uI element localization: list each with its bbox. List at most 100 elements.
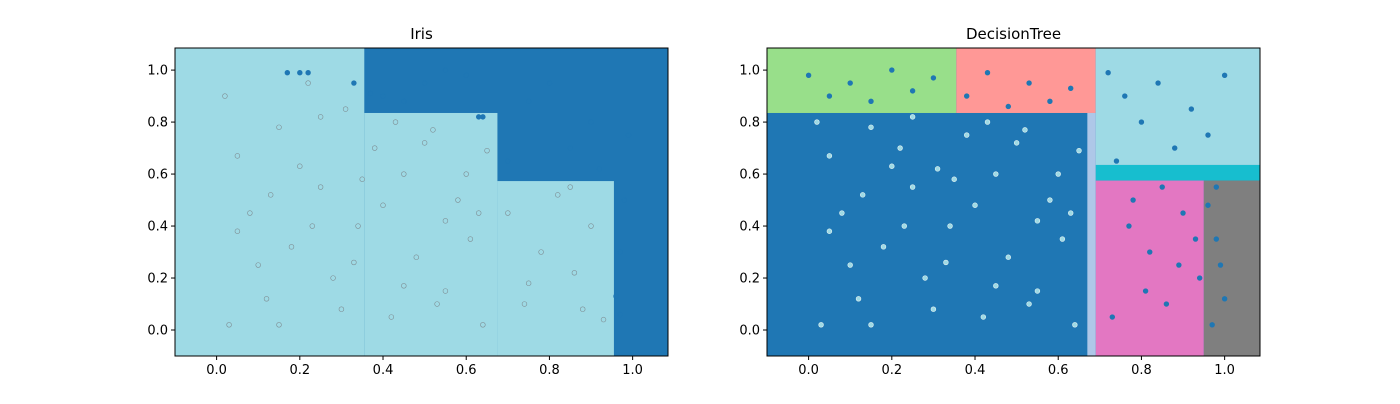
decision-region: [1095, 180, 1204, 356]
point: [234, 153, 241, 159]
y-tick-label: 1.0: [147, 64, 168, 79]
point: [1147, 249, 1153, 255]
point: [1176, 262, 1182, 268]
point: [1213, 184, 1220, 190]
point: [442, 218, 449, 224]
point: [525, 280, 532, 286]
decision-region: [364, 112, 498, 356]
point: [1205, 132, 1211, 138]
point: [222, 93, 228, 99]
point: [317, 114, 324, 120]
y-tick-label: 0.4: [739, 220, 760, 235]
x-tick-label: 0.6: [456, 363, 477, 378]
point: [984, 69, 991, 76]
y-tick-label: 0.0: [147, 324, 168, 339]
point: [421, 140, 428, 146]
y-tick-label: 0.6: [739, 168, 760, 183]
point: [1126, 223, 1132, 229]
point: [805, 72, 812, 78]
decision-region: [1095, 164, 1260, 181]
point: [297, 69, 303, 76]
point: [255, 262, 261, 268]
point: [1155, 80, 1161, 86]
point: [818, 322, 824, 328]
point: [984, 119, 991, 125]
point: [401, 283, 407, 289]
point: [484, 147, 490, 154]
point: [889, 163, 895, 169]
point: [1196, 275, 1203, 281]
point: [330, 275, 336, 281]
point: [434, 301, 440, 307]
axes-frame: [766, 47, 1261, 357]
point: [859, 192, 866, 198]
point: [826, 228, 833, 234]
point: [442, 288, 449, 294]
point: [868, 124, 874, 130]
point: [1217, 262, 1224, 268]
point: [1138, 119, 1145, 125]
point: [847, 80, 853, 86]
point: [442, 67, 449, 73]
point: [1221, 296, 1228, 302]
x-tick-label: 0.4: [965, 363, 986, 378]
point: [1034, 218, 1041, 224]
point: [1159, 184, 1165, 190]
point: [1221, 72, 1228, 78]
point: [1026, 80, 1032, 86]
point: [930, 306, 937, 312]
point: [297, 163, 303, 169]
point: [421, 80, 428, 86]
point: [1142, 288, 1149, 294]
point: [963, 132, 970, 138]
point: [567, 184, 573, 190]
point: [463, 171, 469, 177]
point: [288, 244, 295, 250]
point: [588, 119, 594, 125]
point: [276, 322, 282, 328]
point: [909, 184, 916, 190]
point: [480, 114, 486, 120]
point: [226, 322, 232, 328]
point: [546, 80, 553, 86]
point: [1047, 197, 1053, 203]
subplot: 0.0 0.2 0.4 0.6 0.8 1.0 0.0 0.2 0.4 0.6 0.8 1.0 Iris: [147, 25, 669, 378]
point: [571, 270, 578, 276]
decision-region: [1203, 180, 1260, 356]
point: [901, 223, 907, 229]
point: [943, 259, 949, 266]
point: [1163, 301, 1170, 307]
point: [963, 93, 970, 99]
point: [355, 223, 361, 229]
y-tick-label: 1.0: [739, 64, 760, 79]
point: [1113, 158, 1120, 164]
point: [1180, 210, 1186, 216]
point: [922, 275, 928, 281]
point: [1055, 171, 1061, 177]
point: [1076, 147, 1082, 154]
point: [934, 166, 941, 172]
point: [413, 254, 419, 260]
point: [588, 223, 594, 229]
decision-region: [956, 48, 1096, 113]
point: [814, 119, 820, 125]
point: [305, 69, 311, 76]
y-tick-label: 0.8: [739, 116, 760, 131]
x-tick-label: 1.0: [1214, 363, 1235, 378]
point: [972, 202, 978, 208]
x-tick-label: 0.0: [798, 363, 819, 378]
point: [351, 80, 357, 86]
decision-region: [497, 181, 614, 356]
point: [600, 316, 607, 323]
point: [463, 72, 469, 78]
point: [359, 176, 365, 182]
x-tick-label: 0.8: [539, 363, 560, 378]
point: [1105, 69, 1111, 76]
point: [263, 296, 270, 302]
decision-region: [1087, 112, 1096, 356]
point: [847, 262, 853, 268]
point: [1005, 103, 1011, 110]
point: [234, 228, 241, 234]
point: [476, 210, 482, 216]
point: [505, 158, 511, 164]
